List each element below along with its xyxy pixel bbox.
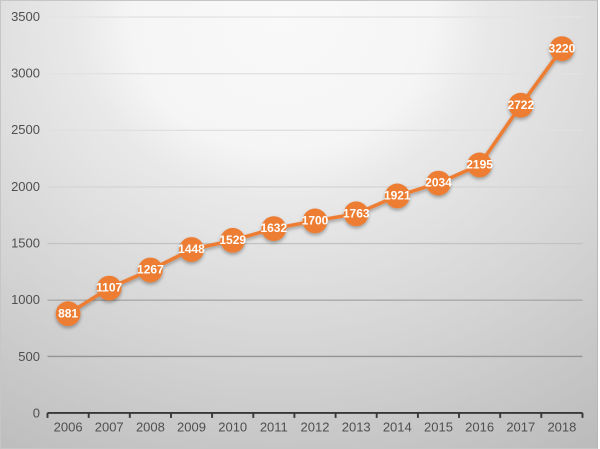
svg-text:1529: 1529 <box>219 233 246 247</box>
svg-text:2012: 2012 <box>301 420 330 435</box>
svg-text:2034: 2034 <box>425 176 452 190</box>
svg-text:2006: 2006 <box>54 420 83 435</box>
svg-text:881: 881 <box>58 306 78 320</box>
svg-text:2017: 2017 <box>506 420 535 435</box>
svg-text:1448: 1448 <box>178 242 205 256</box>
svg-text:2008: 2008 <box>136 420 165 435</box>
svg-text:3000: 3000 <box>11 66 40 81</box>
svg-text:2009: 2009 <box>177 420 206 435</box>
svg-text:1000: 1000 <box>11 292 40 307</box>
svg-text:1500: 1500 <box>11 236 40 251</box>
svg-text:3500: 3500 <box>11 9 40 24</box>
svg-text:2015: 2015 <box>424 420 453 435</box>
svg-text:2007: 2007 <box>95 420 124 435</box>
svg-text:2010: 2010 <box>218 420 247 435</box>
svg-text:1267: 1267 <box>137 263 164 277</box>
svg-text:1107: 1107 <box>96 281 122 295</box>
svg-text:1700: 1700 <box>302 214 329 228</box>
svg-text:2013: 2013 <box>342 420 371 435</box>
svg-text:2195: 2195 <box>466 158 493 172</box>
svg-text:2011: 2011 <box>260 420 288 435</box>
svg-text:2018: 2018 <box>547 420 576 435</box>
svg-text:1632: 1632 <box>260 221 287 235</box>
svg-text:3220: 3220 <box>549 41 576 55</box>
svg-text:1921: 1921 <box>384 189 411 203</box>
svg-text:1763: 1763 <box>343 206 370 220</box>
svg-text:2000: 2000 <box>11 179 40 194</box>
svg-text:0: 0 <box>33 405 40 420</box>
svg-text:500: 500 <box>18 349 40 364</box>
svg-text:2016: 2016 <box>465 420 494 435</box>
svg-text:2500: 2500 <box>11 122 40 137</box>
svg-text:2014: 2014 <box>383 420 412 435</box>
svg-text:2722: 2722 <box>507 98 534 112</box>
